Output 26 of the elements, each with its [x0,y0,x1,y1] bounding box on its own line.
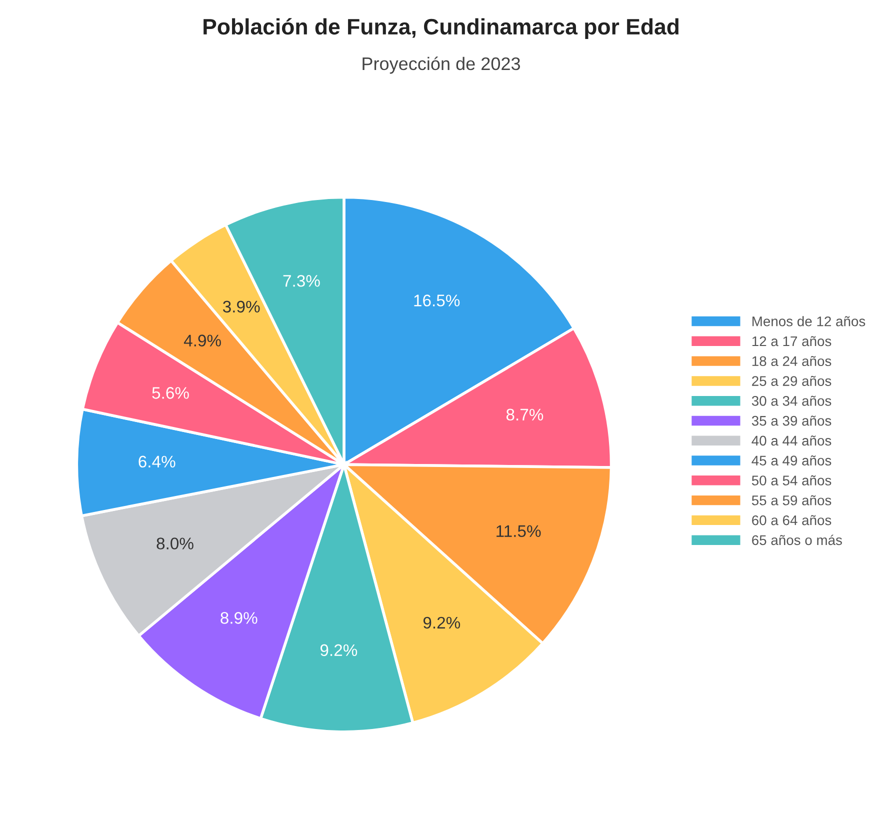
legend-label: 60 a 64 años [752,515,832,526]
data-label: 11.5% [496,525,541,538]
data-label: 9.2% [320,644,358,656]
chart-title: Población de Funza, Cundinamarca por Edad [204,18,678,39]
legend-label: 45 a 49 años [752,455,832,466]
data-label: 8.9% [220,612,258,624]
data-label: 5.6% [152,387,189,399]
legend-label: 25 a 29 años [752,376,832,386]
legend-label: 50 a 54 años [752,475,832,486]
legend-label: Menos de 12 años [752,316,866,326]
data-label: 16.5% [414,294,460,306]
legend-label: 65 años o más [752,534,842,546]
data-label: 6.4% [138,456,176,468]
data-label: 7.3% [283,274,320,287]
legend-label: 12 a 17 años [752,336,832,346]
legend-label: 35 a 39 años [752,416,832,426]
legend-label: 55 a 59 años [752,495,832,506]
legend-label: 18 a 24 años [752,356,832,366]
chart-subtitle: Proyección de 2023 [362,56,520,74]
legend-label: 30 a 34 años [752,396,832,406]
legend-label: 40 a 44 años [752,436,832,446]
data-label: 8.7% [506,408,544,421]
data-label: 4.9% [184,334,221,346]
data-label: 9.2% [423,616,460,629]
data-label: 3.9% [222,300,260,313]
data-label: 8.0% [156,538,194,550]
